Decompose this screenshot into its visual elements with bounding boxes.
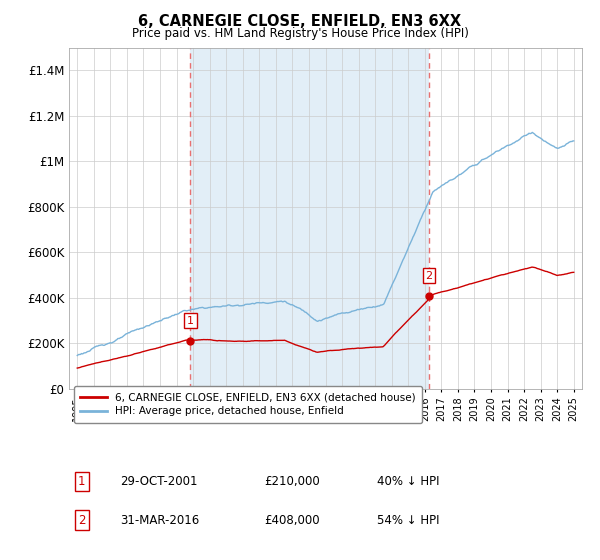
Text: 40% ↓ HPI: 40% ↓ HPI <box>377 475 439 488</box>
Text: £408,000: £408,000 <box>264 514 320 526</box>
Text: Price paid vs. HM Land Registry's House Price Index (HPI): Price paid vs. HM Land Registry's House … <box>131 27 469 40</box>
Text: 1: 1 <box>78 475 86 488</box>
Bar <box>190 48 429 389</box>
Text: 6, CARNEGIE CLOSE, ENFIELD, EN3 6XX: 6, CARNEGIE CLOSE, ENFIELD, EN3 6XX <box>139 14 461 29</box>
Text: 2: 2 <box>78 514 86 526</box>
Text: 29-OCT-2001: 29-OCT-2001 <box>121 475 198 488</box>
Text: 54% ↓ HPI: 54% ↓ HPI <box>377 514 439 526</box>
Text: 1: 1 <box>187 316 194 325</box>
Text: 31-MAR-2016: 31-MAR-2016 <box>121 514 200 526</box>
Legend: 6, CARNEGIE CLOSE, ENFIELD, EN3 6XX (detached house), HPI: Average price, detach: 6, CARNEGIE CLOSE, ENFIELD, EN3 6XX (det… <box>74 386 422 423</box>
Text: £210,000: £210,000 <box>264 475 320 488</box>
Text: 2: 2 <box>425 270 433 281</box>
